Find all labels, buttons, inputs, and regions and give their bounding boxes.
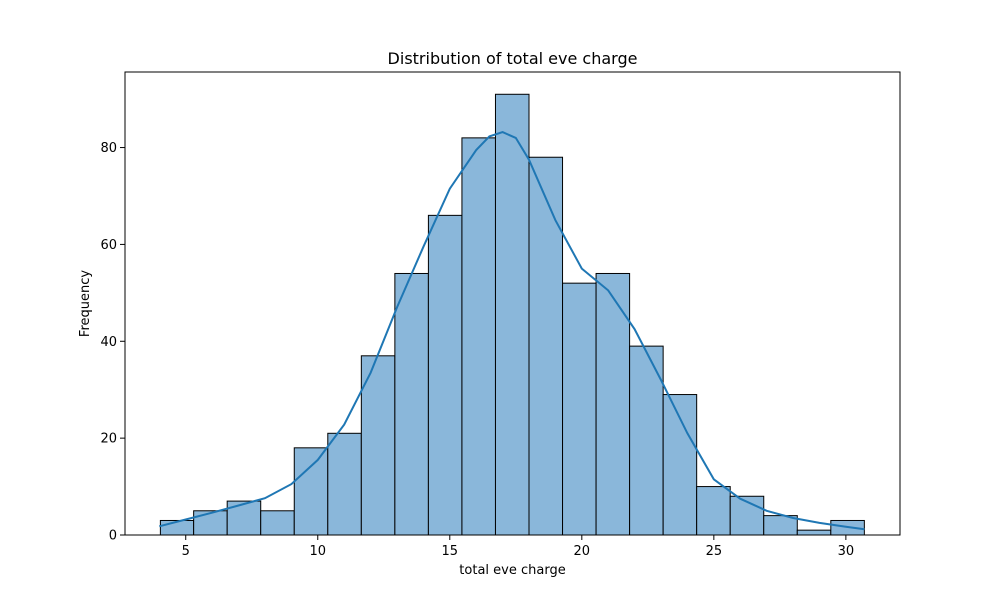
histogram-bar-19 xyxy=(796,529,832,536)
histogram-bar-12 xyxy=(562,282,597,536)
histogram-bar-9 xyxy=(461,137,496,536)
kde-curve xyxy=(159,131,865,531)
x-axis-ticks: 5 10 15 20 25 30 xyxy=(182,535,855,559)
histogram-bar-11 xyxy=(528,156,564,536)
y-axis-ticks: 0 20 40 60 80 xyxy=(100,141,125,544)
x-tick-label: 25 xyxy=(706,544,723,559)
plot-frame xyxy=(124,71,901,536)
histogram-bar-13 xyxy=(595,272,631,536)
y-tick-label: 20 xyxy=(100,432,117,447)
histogram-bar-15 xyxy=(662,394,698,536)
histogram-bar-10 xyxy=(494,93,530,536)
y-tick-label: 80 xyxy=(100,141,117,156)
x-tick-label: 10 xyxy=(309,544,326,559)
x-tick-label: 5 xyxy=(182,544,190,559)
x-axis-label: total eve charge xyxy=(459,563,565,578)
y-tick-label: 0 xyxy=(109,529,117,544)
histogram-bar-7 xyxy=(394,272,429,536)
histogram-bar-1 xyxy=(193,510,228,536)
chart-title: Distribution of total eve charge xyxy=(388,49,638,68)
histogram-bar-4 xyxy=(293,447,329,536)
histogram-bars xyxy=(159,93,865,536)
histogram-bar-3 xyxy=(260,510,295,536)
y-tick-label: 40 xyxy=(100,335,117,350)
x-tick-label: 15 xyxy=(442,544,459,559)
histogram-bar-16 xyxy=(696,486,731,536)
x-tick-label: 30 xyxy=(838,544,855,559)
y-axis-label: Frequency xyxy=(78,270,93,337)
x-tick-label: 20 xyxy=(574,544,591,559)
y-tick-label: 60 xyxy=(100,238,117,253)
histogram-bar-8 xyxy=(427,214,463,536)
histogram-bar-5 xyxy=(327,432,362,536)
